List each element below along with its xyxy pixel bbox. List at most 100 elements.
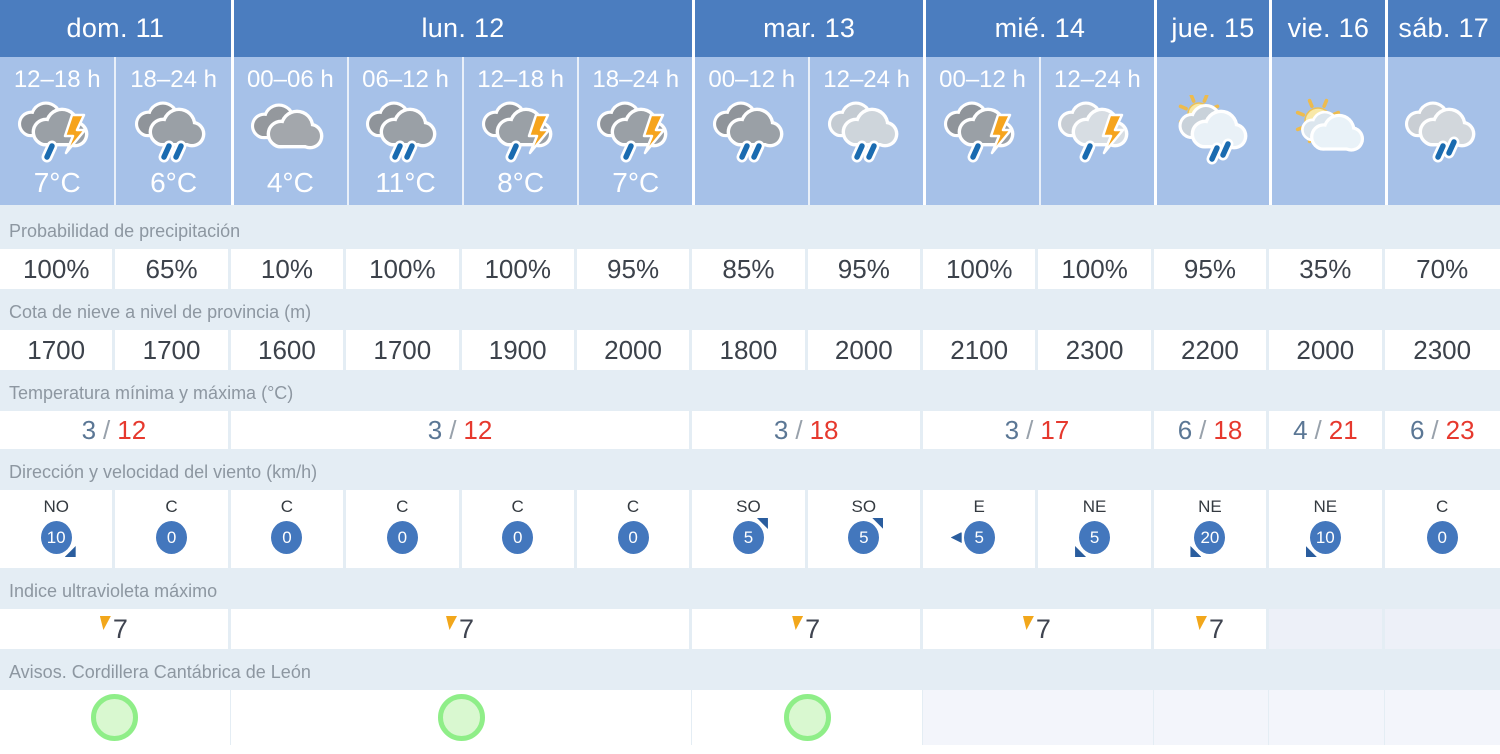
cell-wrap: 100% [346,249,461,289]
wind-arrow-icon [64,546,76,557]
period-time-label: 12–18 h [13,66,101,93]
cell-wrap: 1700 [346,330,461,370]
uv-flag-icon [99,616,111,630]
temperature-min: 3 [427,414,443,445]
period-time-label: 00–06 h [246,66,334,93]
day-periods [1272,57,1385,205]
rain-icon [357,95,453,167]
cell-wrap: 2200 [1153,330,1269,370]
snow-level-value: 2000 [834,334,893,365]
green-warning-icon [437,694,485,741]
period-time-label: 12–24 h [1054,66,1141,93]
temperature-row: 3/12 3/12 3/18 3/17 6/18 4/21 6/23 [0,411,1500,449]
temperature-minmax-cell: 6/23 [1384,411,1500,449]
forecast-header: dom. 11 12–18 h 7°C 18–24 h 6°C lun. 12 00–06 … [0,0,1500,205]
period-cell: 12–18 h 8°C [462,57,577,205]
wind-speed-value: 10 [1309,521,1341,554]
warning-cell [230,690,692,745]
bottom-strip [0,745,1500,754]
precipitation-value: 100% [1061,253,1128,284]
temperature-separator: / [103,414,111,445]
snow-level-value-cell: 1800 [692,330,805,370]
cell-wrap [230,690,693,745]
wind-speed-badge: 10 [40,521,76,557]
uv-index-cell: 7 [0,609,228,649]
precipitation-value: 10% [260,253,313,284]
cell-wrap: 7 [0,609,231,649]
day-label: jue. 15 [1156,0,1270,57]
precipitation-value-cell: 100% [923,249,1036,289]
snow-level-value-cell: 2300 [1038,330,1151,370]
wind-speed-value: 5 [1079,521,1111,554]
day-periods [1156,57,1270,205]
warnings-row [0,690,1500,745]
period-time-label: 00–12 h [708,66,796,93]
cell-wrap: NE 5 [1038,490,1153,568]
storm-rain-icon [473,95,569,167]
rain-icon [704,95,800,167]
uv-index-cell: 7 [692,609,921,649]
day-group: mar. 13 00–12 h 12–24 h [692,0,924,205]
wind-arrow-icon [1190,546,1202,557]
cell-wrap: 2000 [1269,330,1384,370]
period-cell: 12–24 h [808,57,923,205]
uv-index-value: 7 [1209,613,1225,644]
period-temperature: 11°C [375,167,436,198]
wind-speed-value: 0 [271,521,303,554]
temperature-label: Temperatura mínima y máxima (°C) [9,382,294,403]
period-time-label: 12–24 h [823,66,911,93]
precipitation-value-cell: 95% [807,249,920,289]
temperature-minmax-cell: 3/17 [923,411,1151,449]
uv-index-label: Indice ultravioleta máximo [9,580,218,601]
day-periods [1387,57,1500,205]
wind-speed-value: 0 [502,521,534,554]
precipitation-value: 100% [22,253,90,284]
snow-level-value: 2000 [604,334,662,365]
period-cell: 18–24 h 6°C [114,57,230,205]
period-cell: 12–24 h [1038,57,1154,205]
wind-speed-value: 5 [732,521,764,554]
wind-speed-value: 20 [1194,521,1226,554]
temperature-max: 18 [809,414,839,445]
wind-cell: SO 5 [807,490,920,568]
snow-level-value-cell: 1700 [115,330,228,370]
snow-level-value-cell: 2000 [576,330,690,370]
uv-index-cell [1384,609,1500,649]
wind-direction-label: C [280,497,294,516]
temperature-separator: / [795,414,803,445]
cell-wrap: 95% [807,249,923,289]
cell-wrap: 6/23 [1384,411,1500,449]
period-cell [1157,57,1269,205]
cell-wrap: 100% [1038,249,1153,289]
snow-level-value-cell: 2100 [923,330,1036,370]
precipitation-value: 95% [607,253,660,284]
snow-level-value: 1900 [488,334,547,365]
precipitation-value-cell: 85% [692,249,805,289]
wind-direction-label: E [973,497,985,516]
storm-rain-icon [588,95,684,167]
temperature-min: 6 [1177,414,1193,445]
temperature-minmax-cell: 4/21 [1269,411,1382,449]
rain-icon [126,95,222,167]
precipitation-label: Probabilidad de precipitación [9,220,241,241]
period-time-label: 00–12 h [939,66,1026,93]
day-periods: 00–12 h 12–24 h [926,57,1154,205]
temperature-separator: / [1199,414,1207,445]
day-group: vie. 16 [1269,0,1385,205]
warnings-label: Avisos. Cordillera Cantábrica de León [9,661,311,682]
wind-speed-badge: 0 [386,521,418,554]
wind-direction-label: C [396,497,409,516]
cell-wrap: 7 [923,609,1154,649]
cell-wrap: 3/12 [0,411,231,449]
temperature-separator: / [1026,414,1034,445]
wind-speed-value: 0 [386,521,418,554]
day-label: vie. 16 [1272,0,1385,57]
cell-wrap: NO 10 [0,490,115,568]
day-group: lun. 12 00–06 h 4°C 06–12 h 11°C 12–18 h 8°C 18… [230,0,693,205]
precipitation-value-cell: 100% [461,249,574,289]
wind-direction-label: C [165,497,178,516]
temperature-separator: / [1431,414,1439,445]
